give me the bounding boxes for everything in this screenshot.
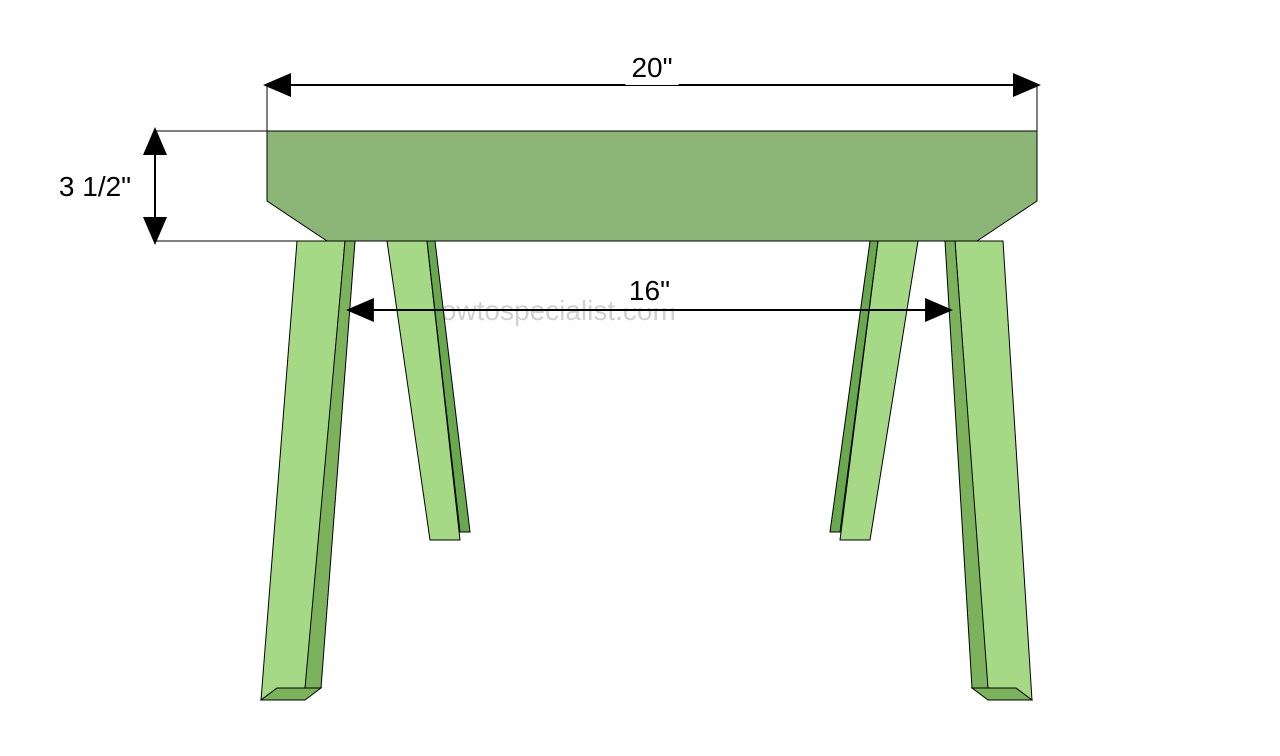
leg-back-left — [387, 241, 470, 540]
dimension-inner-span-label: 16" — [629, 275, 670, 306]
dimension-apron-height-label: 3 1/2" — [59, 171, 131, 202]
dimension-top-width: 20" — [267, 50, 1037, 131]
leg-front-left — [261, 241, 355, 700]
dimension-top-width-label: 20" — [631, 52, 672, 83]
leg-front-right — [945, 241, 1032, 700]
leg-back-right — [830, 241, 918, 540]
top-apron — [267, 131, 1037, 241]
